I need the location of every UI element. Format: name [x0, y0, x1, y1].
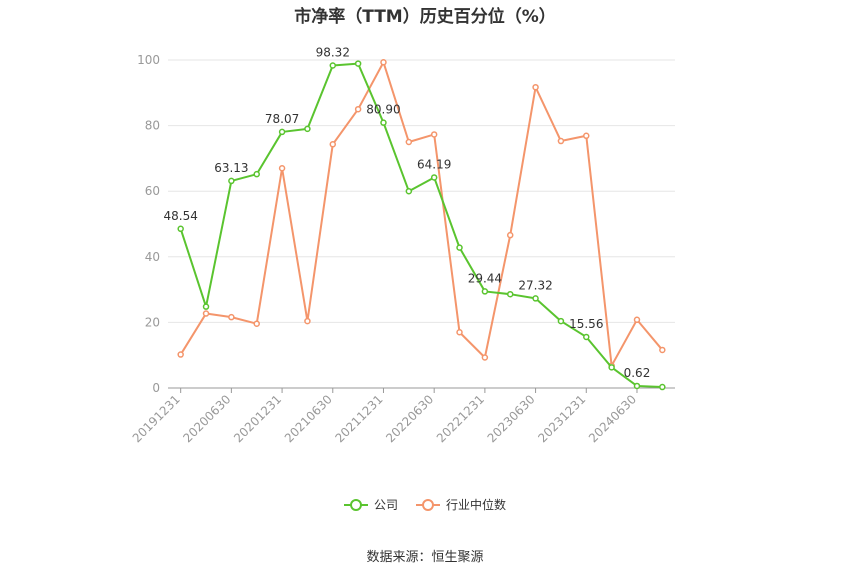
data-point-industry-median [253, 320, 260, 327]
data-point-company [405, 187, 413, 195]
data-point-company [430, 174, 438, 181]
data-label: 78.07 [265, 112, 299, 126]
data-point-industry-median [202, 310, 210, 317]
data-point-industry-median [329, 141, 337, 148]
data-point-industry-median [304, 317, 311, 325]
x-tick-label: 20231231 [535, 392, 588, 445]
data-point-industry-median [456, 328, 463, 336]
y-tick-label: 40 [145, 250, 160, 264]
x-tick-label: 20240630 [586, 392, 639, 445]
x-tick-label: 20220630 [383, 392, 436, 445]
legend-label-company: 公司 [373, 498, 398, 512]
data-label: 98.32 [316, 46, 350, 60]
data-label: 27.32 [518, 278, 552, 292]
data-point-company [557, 317, 565, 325]
legend: 公司 行业中位数 [0, 496, 850, 513]
y-tick-label: 100 [137, 53, 160, 67]
legend-label-industry-median: 行业中位数 [446, 498, 507, 512]
data-label: 0.62 [624, 366, 651, 380]
data-point-industry-median [430, 131, 438, 138]
x-tick-label: 20201231 [231, 392, 284, 445]
gridlines [168, 59, 675, 323]
data-point-company [202, 303, 210, 310]
axes: 0204060801002019123120200630202012312021… [130, 53, 675, 445]
data-point-company [354, 60, 362, 67]
data-point-industry-median [278, 164, 286, 172]
series-line-company [179, 62, 663, 389]
data-point-industry-median [380, 59, 387, 66]
series-lines [177, 59, 666, 391]
data-point-company [177, 225, 184, 233]
data-label: 29.44 [468, 271, 502, 285]
data-point-company [608, 364, 615, 371]
data-point-company [456, 244, 463, 251]
data-point-industry-median [177, 351, 184, 358]
x-tick-label: 20200630 [180, 392, 233, 445]
x-tick-label: 20211231 [333, 392, 386, 445]
data-point-company [228, 177, 235, 185]
data-point-industry-median [659, 346, 666, 354]
data-label: 48.54 [163, 209, 197, 223]
legend-item-company[interactable]: 公司 [343, 496, 398, 513]
data-point-industry-median [228, 313, 235, 321]
data-point-company [633, 382, 641, 390]
data-point-industry-median [557, 137, 565, 145]
data-point-company [380, 119, 387, 126]
data-point-company [329, 62, 337, 69]
data-point-industry-median [405, 138, 413, 146]
x-tick-label: 20221231 [434, 392, 487, 445]
data-labels: 48.54 63.13 78.07 98.32 80.90 64.19 29.44 27.32… [163, 46, 650, 380]
data-source: 数据来源：恒生聚源 [366, 550, 484, 565]
data-label: 15.56 [569, 317, 603, 331]
data-label: 63.13 [214, 161, 248, 175]
y-tick-label: 60 [145, 184, 160, 198]
data-point-company [506, 290, 514, 298]
x-tick-label: 20230630 [485, 392, 538, 445]
legend-swatch-company [343, 498, 368, 511]
legend-swatch-industry-median [416, 498, 440, 511]
y-tick-label: 80 [145, 119, 160, 133]
data-label: 64.19 [417, 157, 451, 171]
chart-title: 市净率（TTM）历史百分位（%） [294, 7, 556, 27]
data-point-industry-median [506, 231, 514, 239]
y-tick-label: 0 [152, 381, 160, 395]
data-point-company [304, 125, 311, 133]
data-point-company [532, 295, 539, 302]
data-point-industry-median [481, 354, 489, 361]
data-point-industry-median [583, 132, 590, 140]
data-point-industry-median [633, 316, 641, 324]
data-point-industry-median [354, 105, 362, 113]
data-point-company [583, 333, 590, 341]
y-tick-label: 20 [145, 315, 160, 329]
data-point-company [253, 170, 260, 178]
data-point-company [481, 288, 489, 295]
data-point-company [278, 128, 286, 136]
data-label: 80.90 [366, 103, 400, 117]
legend-item-industry-median[interactable]: 行业中位数 [416, 496, 506, 513]
data-point-company [659, 383, 666, 391]
series-line-industry-median [179, 61, 664, 367]
data-point-industry-median [532, 83, 539, 91]
x-tick-label: 20210630 [282, 392, 335, 445]
x-tick-label: 20191231 [130, 392, 183, 445]
